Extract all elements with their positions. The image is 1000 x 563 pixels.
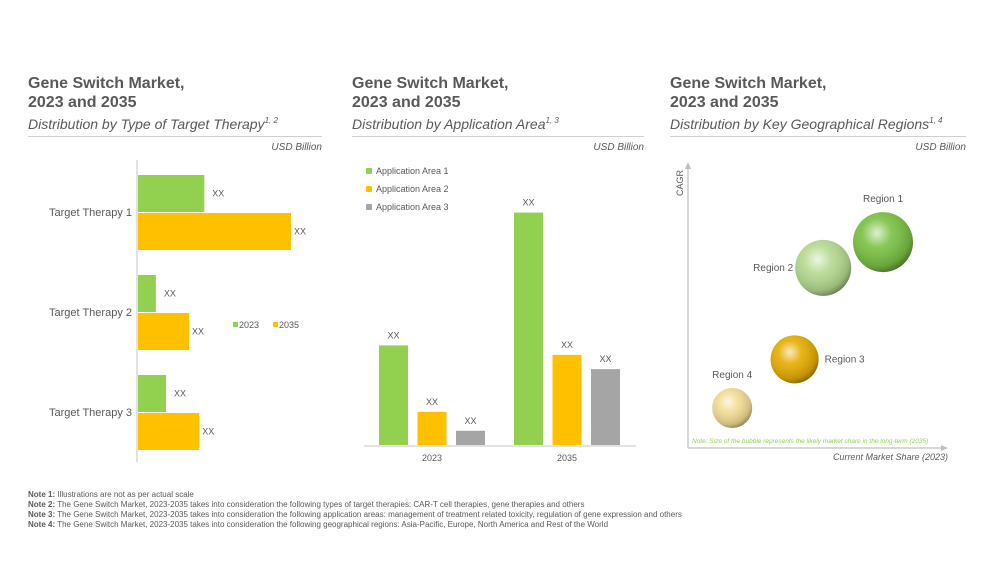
data-label: XX <box>561 340 573 350</box>
footnote-label: Note 2: <box>28 500 56 509</box>
legend-label: Application Area 2 <box>376 184 449 194</box>
panel-title: Gene Switch Market, <box>670 75 827 92</box>
bubble-shading <box>853 212 913 273</box>
legend-swatch <box>366 186 372 192</box>
bubble-shading <box>712 387 753 428</box>
bar-application-area-3 <box>456 430 485 445</box>
data-label: XX <box>464 416 476 426</box>
subtitle-text: Distribution by Key Geographical Regions <box>670 116 930 132</box>
subtitle-text: Distribution by Application Area <box>352 116 546 132</box>
data-label: XX <box>294 227 306 237</box>
bubble-size-note: Note: Size of the bubble represents the … <box>692 438 928 445</box>
x-axis-arrow-icon <box>941 445 948 451</box>
panel-target-therapy: Gene Switch Market, 2023 and 2035 Distri… <box>28 74 322 153</box>
category-label: Target Therapy 2 <box>49 307 132 319</box>
data-label: XX <box>387 330 399 340</box>
panel-title-years: 2023 and 2035 <box>670 94 779 111</box>
panel-geographical-regions: Gene Switch Market, 2023 and 2035 Distri… <box>670 74 966 153</box>
category-label: 2035 <box>557 453 577 463</box>
bar-application-area-2 <box>417 411 447 445</box>
bubble-label: Region 4 <box>712 370 752 381</box>
bubble-label: Region 1 <box>863 194 903 205</box>
legend-label: Application Area 3 <box>376 202 449 212</box>
bar-2035 <box>138 313 190 350</box>
panel-title: Gene Switch Market, <box>352 75 509 92</box>
footnote: Note 4: The Gene Switch Market, 2023-203… <box>28 520 682 530</box>
footnote-label: Note 4: <box>28 520 56 529</box>
bubble-label: Region 3 <box>825 354 865 365</box>
legend-swatch <box>366 168 372 174</box>
footnote-text: Illustrations are not as per actual scal… <box>55 490 194 499</box>
bar-2035 <box>138 413 200 450</box>
bubble-label: Region 2 <box>753 263 793 274</box>
category-label: Target Therapy 3 <box>49 407 132 419</box>
panel-subtitle: Distribution by Type of Target Therapy1,… <box>28 112 322 133</box>
footnote-text: The Gene Switch Market, 2023-2035 takes … <box>55 510 682 519</box>
panel-subtitle: Distribution by Application Area1, 3 <box>352 112 644 133</box>
bar-2035 <box>138 213 292 250</box>
data-label: XX <box>174 389 186 399</box>
legend-swatch <box>366 204 372 210</box>
footnote-label: Note 3: <box>28 510 56 519</box>
bar-application-area-1 <box>514 212 543 445</box>
panel-subtitle: Distribution by Key Geographical Regions… <box>670 112 966 133</box>
y-axis-arrow-icon <box>685 162 691 169</box>
title-divider <box>352 136 644 137</box>
panel-title-years: 2023 and 2035 <box>28 94 137 111</box>
subtitle-footnote: 1, 2 <box>264 116 278 125</box>
bar-2023 <box>138 275 156 312</box>
application-area-bar-chart: XX XX XX 2023 XX XX XX 2035 Application Area 1 Ap… <box>364 166 636 463</box>
data-label: XX <box>164 289 176 299</box>
legend-swatch-2023 <box>233 322 238 327</box>
legend-swatch-2035 <box>273 322 278 327</box>
title-divider <box>28 136 322 137</box>
unit-label: USD Billion <box>271 142 322 153</box>
unit-label: USD Billion <box>593 142 644 153</box>
footnotes: Note 1: Illustrations are not as per act… <box>28 490 682 530</box>
target-therapy-bar-chart: Target Therapy 1 XX XX Target Therapy 2 XX XX… <box>49 160 306 462</box>
legend-label: Application Area 1 <box>376 166 449 176</box>
data-label: XX <box>599 354 611 364</box>
x-axis-label: Current Market Share (2023) <box>833 452 948 462</box>
data-label: XX <box>522 198 534 208</box>
bar-2023 <box>138 175 205 212</box>
data-label: XX <box>192 327 204 337</box>
panel-title: Gene Switch Market, <box>28 75 185 92</box>
regions-bubble-chart: CAGR Current Market Share (2023) Note: Siz… <box>675 162 948 462</box>
subtitle-text: Distribution by Type of Target Therapy <box>28 116 265 132</box>
legend-label: 2035 <box>279 320 299 330</box>
footnote: Note 2: The Gene Switch Market, 2023-203… <box>28 500 682 510</box>
bar-application-area-3 <box>591 369 620 445</box>
data-label: XX <box>426 397 438 407</box>
footnote-label: Note 1: <box>28 490 56 499</box>
bar-2023 <box>138 375 167 412</box>
y-axis-label: CAGR <box>675 169 685 196</box>
bubble-shading <box>795 239 852 296</box>
category-label: Target Therapy 1 <box>49 207 132 219</box>
category-label: 2023 <box>422 453 442 463</box>
subtitle-footnote: 1, 3 <box>545 116 559 125</box>
footnote-text: The Gene Switch Market, 2023-2035 takes … <box>55 520 609 529</box>
legend-label: 2023 <box>239 320 259 330</box>
bar-application-area-2 <box>552 354 582 445</box>
data-label: XX <box>202 427 214 437</box>
unit-label: USD Billion <box>915 142 966 153</box>
data-label: XX <box>212 189 224 199</box>
footnote-text: The Gene Switch Market, 2023-2035 takes … <box>55 500 585 509</box>
bubble-shading <box>770 335 819 384</box>
panel-title-years: 2023 and 2035 <box>352 94 461 111</box>
footnote: Note 3: The Gene Switch Market, 2023-203… <box>28 510 682 520</box>
footnote: Note 1: Illustrations are not as per act… <box>28 490 682 500</box>
subtitle-footnote: 1, 4 <box>929 116 943 125</box>
title-divider <box>670 136 966 137</box>
panel-application-area: Gene Switch Market, 2023 and 2035 Distri… <box>352 74 644 153</box>
bar-application-area-1 <box>379 345 408 445</box>
